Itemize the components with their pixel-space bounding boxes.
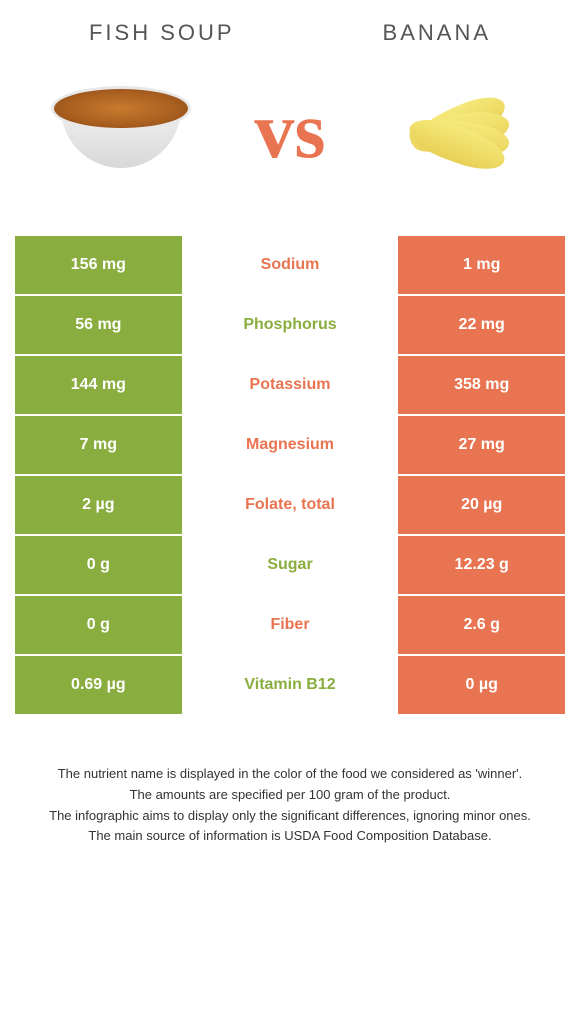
left-value: 156 mg [15, 236, 182, 294]
right-value: 12.23 g [398, 536, 565, 594]
table-row: 56 mgPhosphorus22 mg [15, 296, 565, 354]
table-row: 7 mgMagnesium27 mg [15, 416, 565, 474]
table-row: 156 mgSodium1 mg [15, 236, 565, 294]
nutrient-name: Potassium [182, 356, 399, 414]
left-title: Fish soup [89, 20, 235, 46]
images-row: vs [15, 66, 565, 196]
left-value: 56 mg [15, 296, 182, 354]
nutrient-name: Fiber [182, 596, 399, 654]
left-value: 7 mg [15, 416, 182, 474]
nutrient-table: 156 mgSodium1 mg56 mgPhosphorus22 mg144 … [15, 236, 565, 714]
left-value: 144 mg [15, 356, 182, 414]
right-value: 358 mg [398, 356, 565, 414]
nutrient-name: Sodium [182, 236, 399, 294]
fish-soup-image [41, 66, 201, 196]
footer-line4: The main source of information is USDA F… [25, 826, 555, 847]
vs-label: vs [254, 86, 325, 177]
nutrient-name: Phosphorus [182, 296, 399, 354]
right-value: 22 mg [398, 296, 565, 354]
table-row: 144 mgPotassium358 mg [15, 356, 565, 414]
left-value: 0 g [15, 536, 182, 594]
left-value: 0.69 µg [15, 656, 182, 714]
table-row: 0 gFiber2.6 g [15, 596, 565, 654]
right-value: 0 µg [398, 656, 565, 714]
right-value: 1 mg [398, 236, 565, 294]
table-row: 0 gSugar12.23 g [15, 536, 565, 594]
footer-line3: The infographic aims to display only the… [25, 806, 555, 827]
left-value: 2 µg [15, 476, 182, 534]
right-value: 27 mg [398, 416, 565, 474]
footer-line2: The amounts are specified per 100 gram o… [25, 785, 555, 806]
header: Fish soup Banana [15, 20, 565, 46]
table-row: 0.69 µgVitamin B120 µg [15, 656, 565, 714]
right-value: 20 µg [398, 476, 565, 534]
footer-line1: The nutrient name is displayed in the co… [25, 764, 555, 785]
footer: The nutrient name is displayed in the co… [15, 764, 565, 847]
right-title: Banana [383, 20, 491, 46]
nutrient-name: Vitamin B12 [182, 656, 399, 714]
nutrient-name: Sugar [182, 536, 399, 594]
right-value: 2.6 g [398, 596, 565, 654]
nutrient-name: Magnesium [182, 416, 399, 474]
nutrient-name: Folate, total [182, 476, 399, 534]
table-row: 2 µgFolate, total20 µg [15, 476, 565, 534]
banana-image [379, 66, 539, 196]
left-value: 0 g [15, 596, 182, 654]
